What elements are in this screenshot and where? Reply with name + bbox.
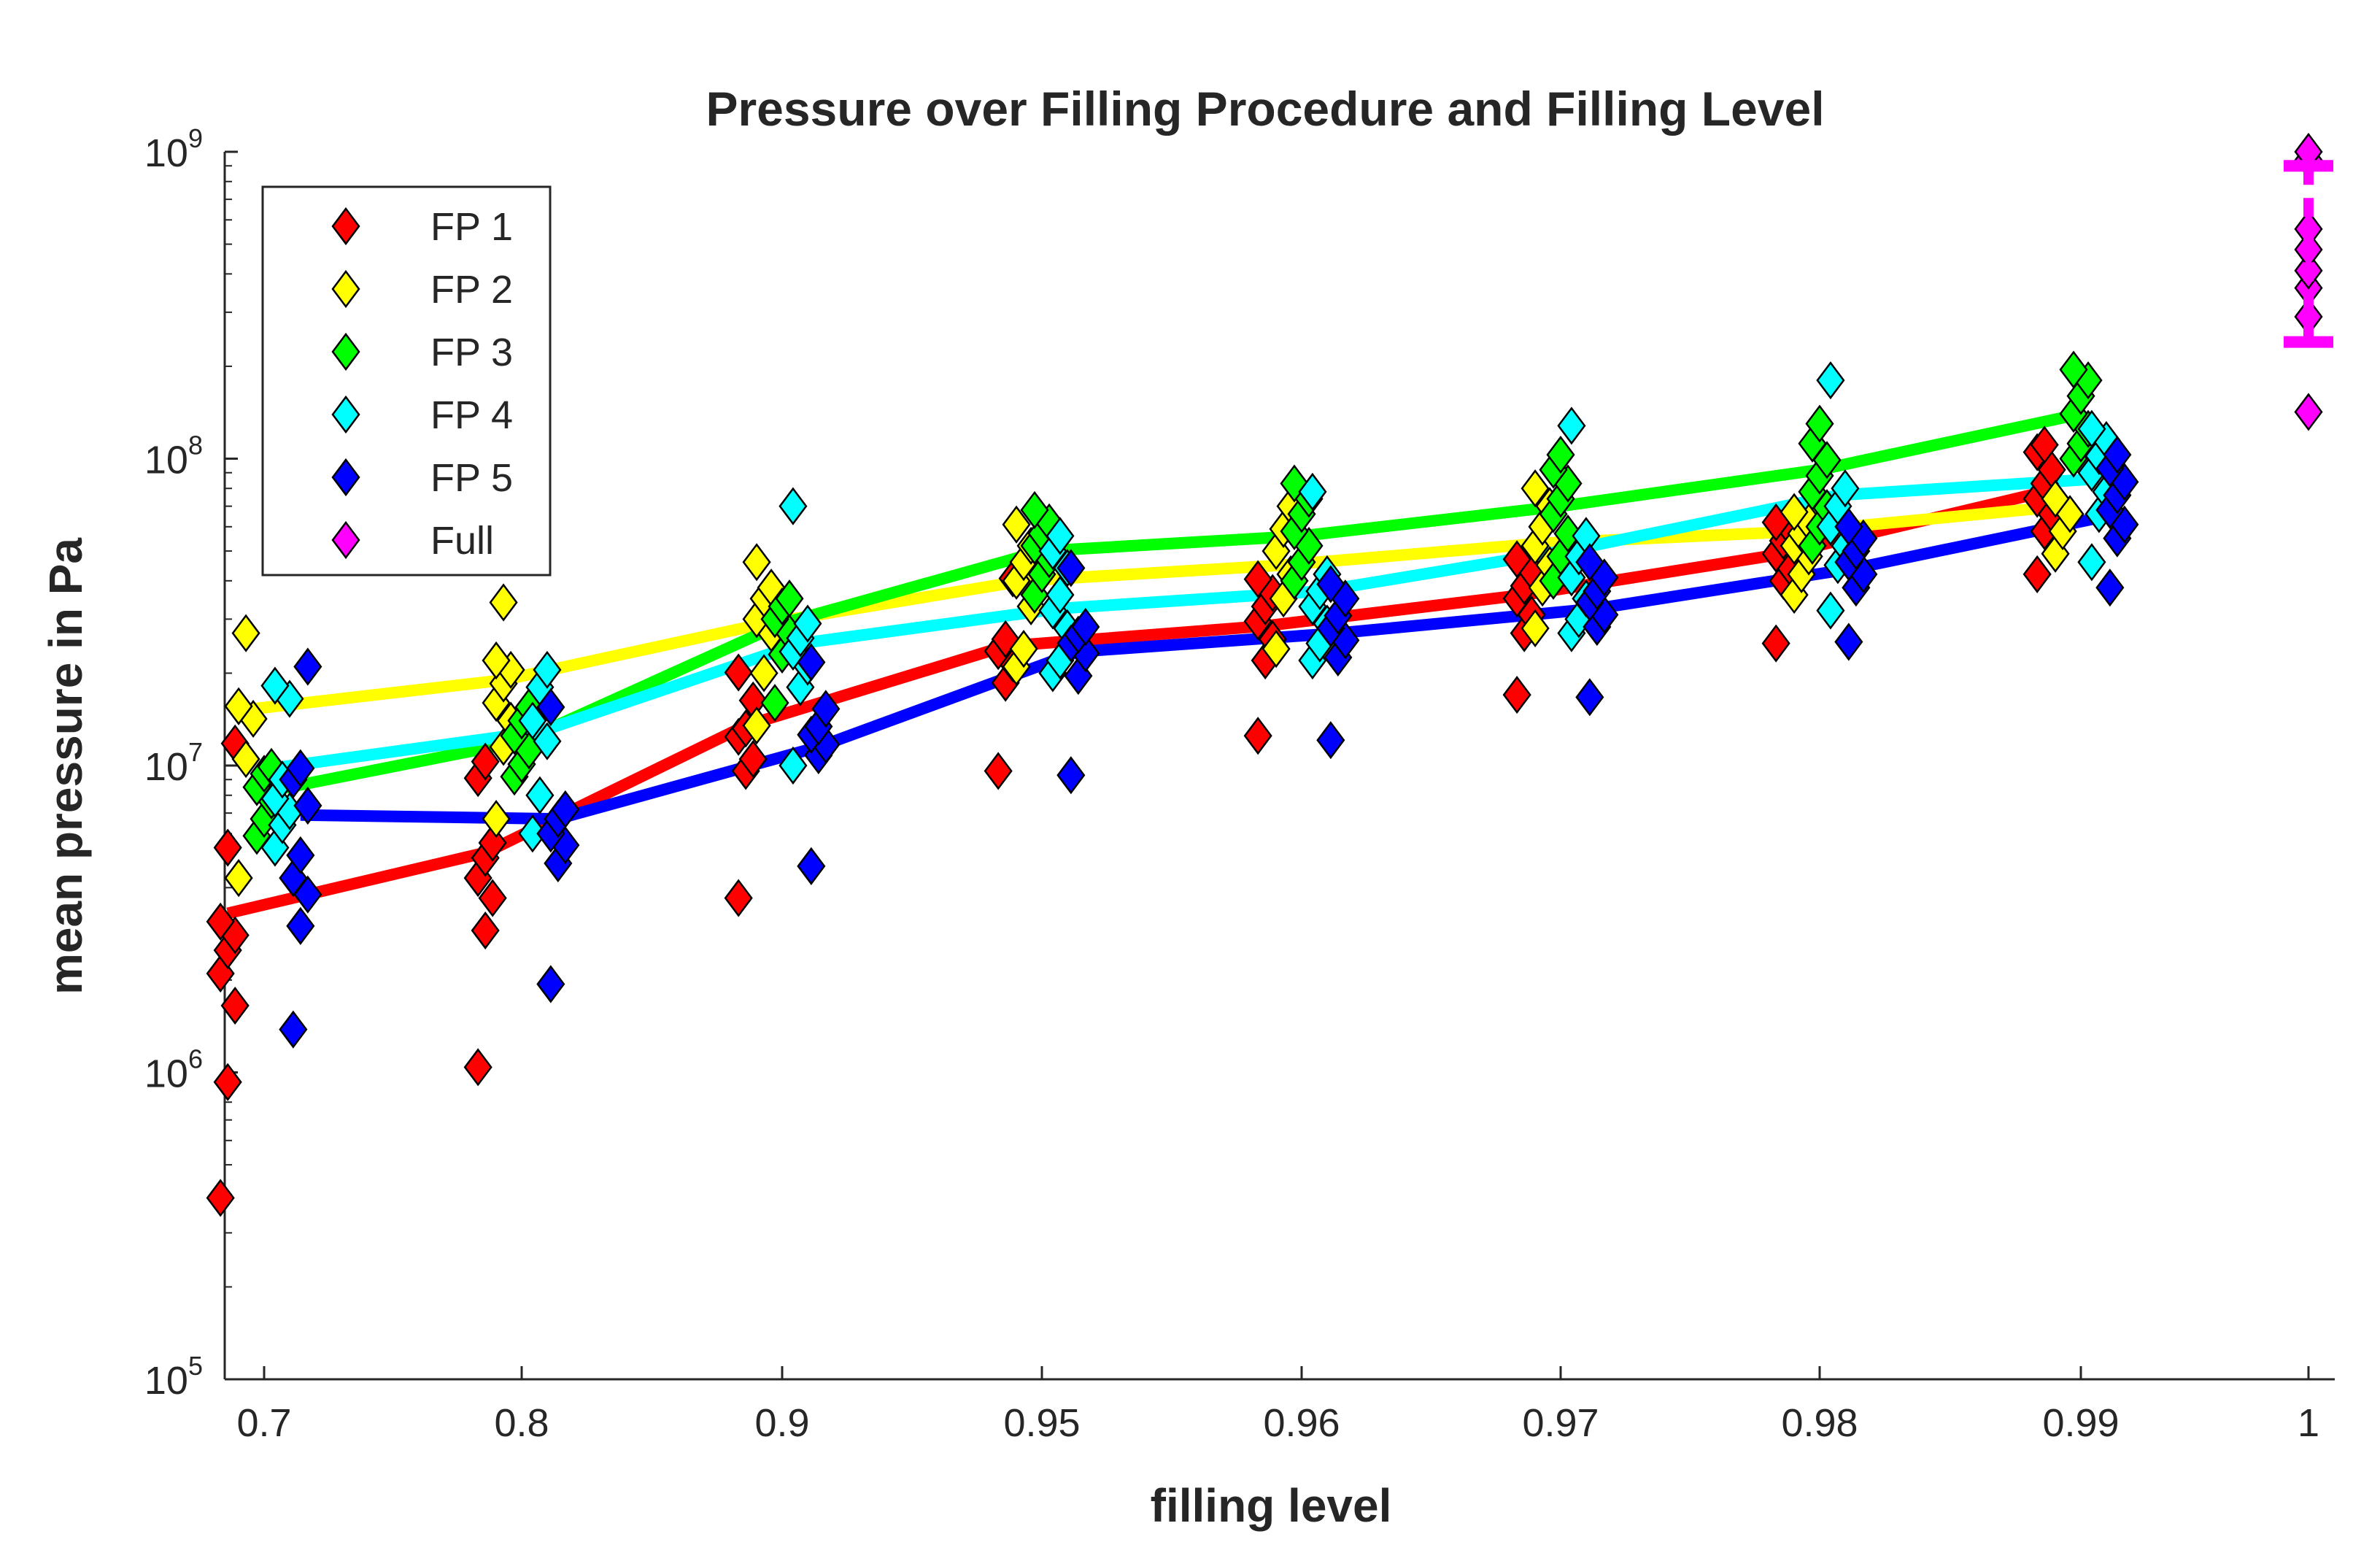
- legend-label: FP 5: [430, 456, 513, 500]
- x-axis-label: filling level: [1151, 1479, 1392, 1532]
- x-tick-label: 0.8: [494, 1401, 549, 1445]
- x-tick-label: 0.9: [754, 1401, 809, 1445]
- chart-title: Pressure over Filling Procedure and Fill…: [706, 82, 1824, 136]
- legend-label: FP 4: [430, 393, 513, 437]
- x-tick-label: 0.95: [1003, 1401, 1080, 1445]
- legend-label: FP 2: [430, 268, 513, 312]
- chart: Pressure over Filling Procedure and Fill…: [0, 0, 2380, 1561]
- legend-label: FP 3: [430, 331, 513, 374]
- x-tick-label: 0.96: [1263, 1401, 1340, 1445]
- x-tick-label: 1: [2298, 1401, 2319, 1445]
- legend: FP 1 FP 2 FP 3 FP 4 FP 5 Full: [263, 187, 550, 575]
- x-tick-label: 0.99: [2042, 1401, 2119, 1445]
- legend-label: FP 1: [430, 205, 513, 249]
- legend-label: Full: [430, 519, 494, 563]
- x-tick-label: 0.7: [236, 1401, 291, 1445]
- x-tick-label: 0.97: [1522, 1401, 1599, 1445]
- y-axis-label: mean pressure in Pa: [39, 538, 92, 995]
- x-tick-label: 0.98: [1781, 1401, 1858, 1445]
